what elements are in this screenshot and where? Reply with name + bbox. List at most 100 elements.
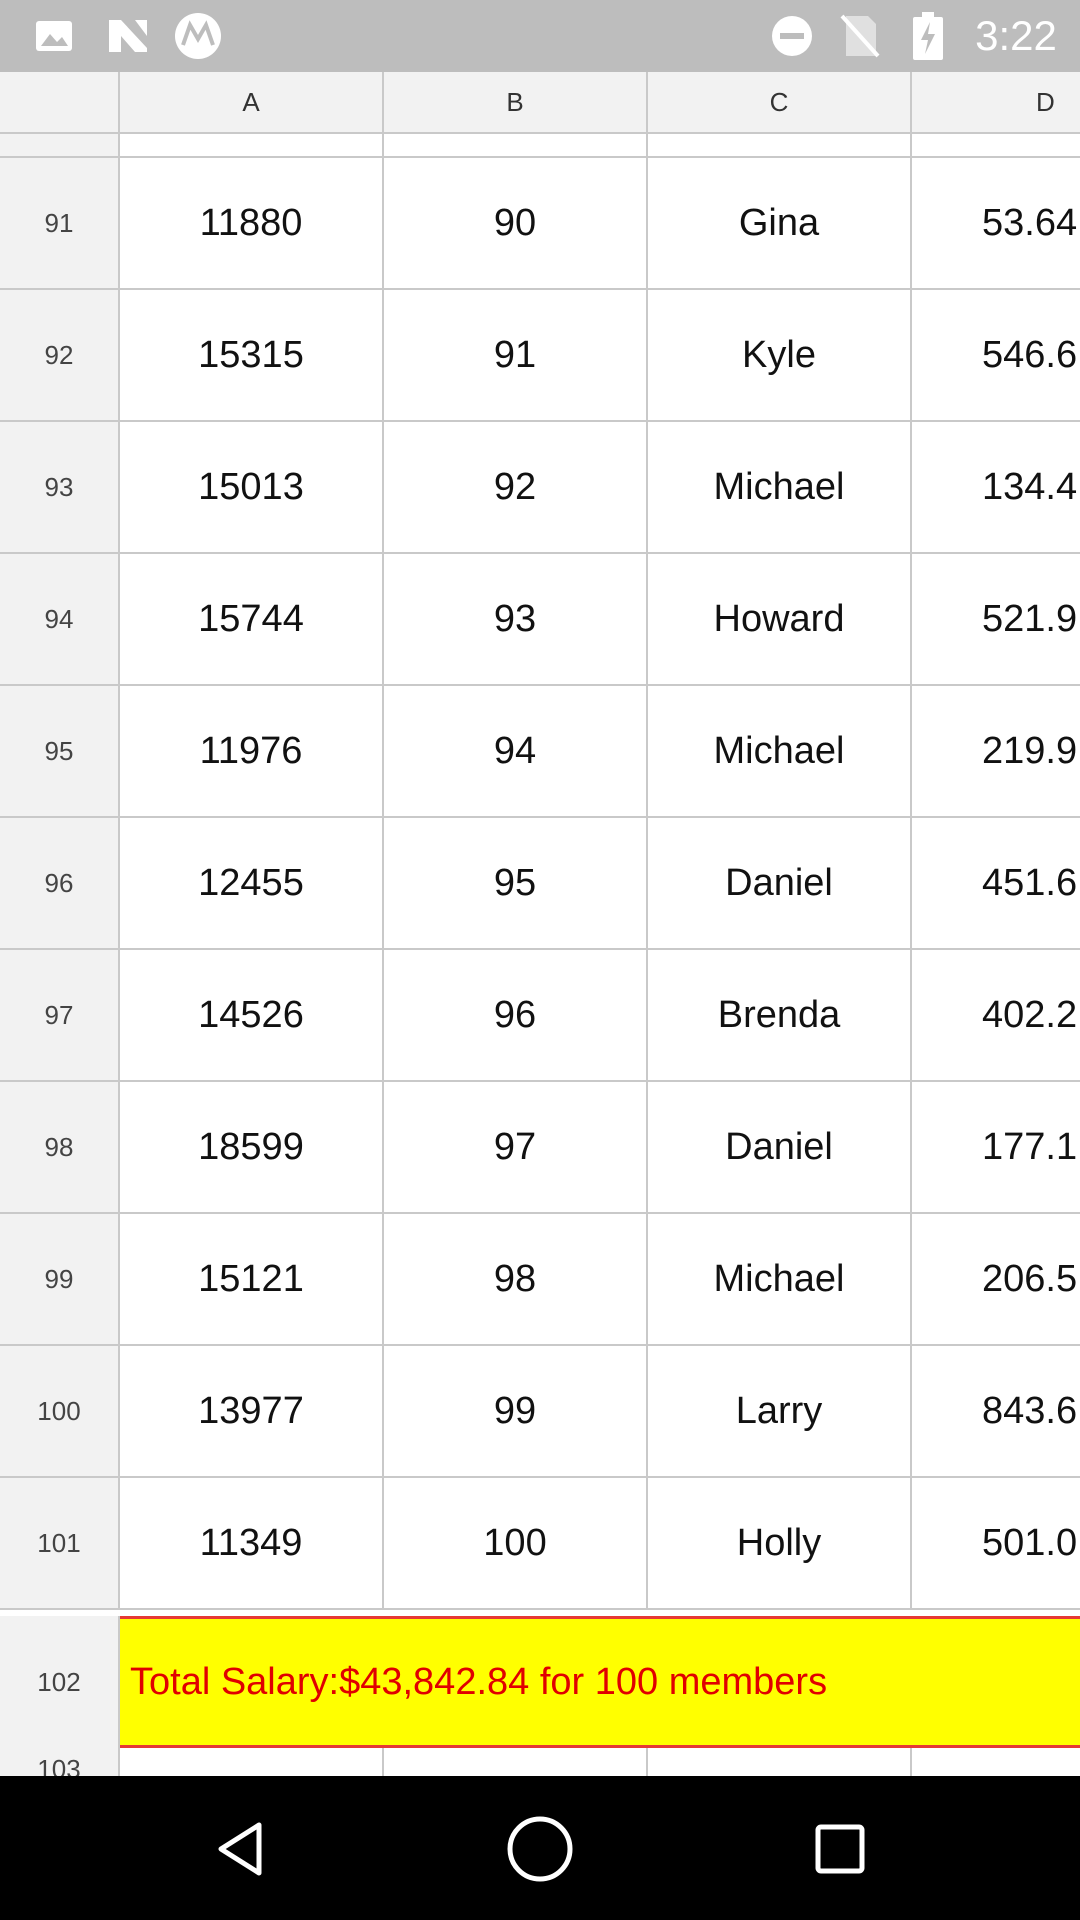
cell[interactable] <box>648 1748 912 1776</box>
recents-button[interactable] <box>795 1804 885 1894</box>
column-header-d[interactable]: D <box>912 72 1080 132</box>
row-header[interactable]: 92 <box>0 290 120 420</box>
cell-b[interactable]: 97 <box>384 1082 648 1212</box>
table-row[interactable]: 98 18599 97 Daniel 177.1 <box>0 1082 1080 1214</box>
cell-c[interactable]: Brenda <box>648 950 912 1080</box>
cell-c[interactable]: Gina <box>648 158 912 288</box>
navigation-bar <box>0 1776 1080 1920</box>
cell-b[interactable]: 94 <box>384 686 648 816</box>
battery-charging-icon <box>910 0 946 72</box>
cell-d[interactable]: 219.9 <box>912 686 1080 816</box>
cell-b[interactable]: 90 <box>384 158 648 288</box>
cell[interactable] <box>120 1748 384 1776</box>
row-header[interactable]: 99 <box>0 1214 120 1344</box>
image-icon <box>30 0 78 72</box>
cell-d[interactable]: 843.6 <box>912 1346 1080 1476</box>
table-row[interactable]: 101 11349 100 Holly 501.0 <box>0 1478 1080 1610</box>
row-header[interactable]: 100 <box>0 1346 120 1476</box>
cell-a[interactable]: 14526 <box>120 950 384 1080</box>
row-header[interactable]: 93 <box>0 422 120 552</box>
cell-b[interactable]: 92 <box>384 422 648 552</box>
home-button[interactable] <box>495 1804 585 1894</box>
row-header[interactable]: 97 <box>0 950 120 1080</box>
corner-cell[interactable] <box>0 72 120 132</box>
clock: 3:22 <box>966 0 1066 72</box>
cell-c[interactable]: Holly <box>648 1478 912 1608</box>
cell-a[interactable]: 15121 <box>120 1214 384 1344</box>
cell-a[interactable]: 11880 <box>120 158 384 288</box>
table-row-partial-bottom: 103 <box>0 1748 1080 1776</box>
recents-icon <box>815 1824 865 1874</box>
total-row[interactable]: 102 Total Salary:$43,842.84 for 100 memb… <box>0 1616 1080 1748</box>
home-icon <box>507 1816 573 1882</box>
column-header-b[interactable]: B <box>384 72 648 132</box>
cell-c[interactable]: Howard <box>648 554 912 684</box>
cell-d[interactable]: 53.64 <box>912 158 1080 288</box>
row-header[interactable] <box>0 134 120 156</box>
column-header-a[interactable]: A <box>120 72 384 132</box>
spreadsheet-grid[interactable]: 91 11880 90 Gina 53.64 92 15315 91 Kyle 546.6 93 15… <box>0 134 1080 1776</box>
table-row[interactable]: 92 15315 91 Kyle 546.6 <box>0 290 1080 422</box>
cell-a[interactable]: 11976 <box>120 686 384 816</box>
cell-a[interactable]: 15315 <box>120 290 384 420</box>
column-header: A B C D <box>0 72 1080 134</box>
no-sim-icon <box>836 0 884 72</box>
back-button[interactable] <box>196 1804 286 1894</box>
cell-d[interactable]: 206.5 <box>912 1214 1080 1344</box>
row-header[interactable]: 102 <box>0 1616 120 1748</box>
cell-d[interactable]: 451.6 <box>912 818 1080 948</box>
back-icon <box>218 1822 262 1876</box>
cell-c[interactable]: Michael <box>648 422 912 552</box>
row-header[interactable]: 103 <box>0 1748 120 1776</box>
cell-c[interactable]: Michael <box>648 686 912 816</box>
cell-a[interactable]: 18599 <box>120 1082 384 1212</box>
cell-c[interactable]: Daniel <box>648 1082 912 1212</box>
n-icon <box>104 0 152 72</box>
cell-d[interactable]: 501.0 <box>912 1478 1080 1608</box>
cell-d[interactable]: 521.9 <box>912 554 1080 684</box>
table-row[interactable]: 97 14526 96 Brenda 402.2 <box>0 950 1080 1082</box>
column-header-c[interactable]: C <box>648 72 912 132</box>
cell-d[interactable]: 546.6 <box>912 290 1080 420</box>
row-header[interactable]: 91 <box>0 158 120 288</box>
table-row[interactable]: 100 13977 99 Larry 843.6 <box>0 1346 1080 1478</box>
cell-d[interactable]: 177.1 <box>912 1082 1080 1212</box>
cell-b[interactable]: 93 <box>384 554 648 684</box>
table-row[interactable]: 96 12455 95 Daniel 451.6 <box>0 818 1080 950</box>
row-header[interactable]: 95 <box>0 686 120 816</box>
cell-a[interactable]: 13977 <box>120 1346 384 1476</box>
cell[interactable] <box>384 134 648 156</box>
cell-c[interactable]: Larry <box>648 1346 912 1476</box>
row-header[interactable]: 94 <box>0 554 120 684</box>
table-row[interactable]: 94 15744 93 Howard 521.9 <box>0 554 1080 686</box>
row-header[interactable]: 101 <box>0 1478 120 1608</box>
table-row[interactable]: 93 15013 92 Michael 134.4 <box>0 422 1080 554</box>
cell-c[interactable]: Daniel <box>648 818 912 948</box>
cell-b[interactable]: 95 <box>384 818 648 948</box>
cell[interactable] <box>912 1748 1080 1776</box>
cell-d[interactable]: 134.4 <box>912 422 1080 552</box>
status-bar: 3:22 <box>0 0 1080 72</box>
cell-b[interactable]: 99 <box>384 1346 648 1476</box>
total-salary-cell[interactable]: Total Salary:$43,842.84 for 100 members <box>120 1616 1080 1748</box>
cell[interactable] <box>120 134 384 156</box>
cell[interactable] <box>648 134 912 156</box>
cell-c[interactable]: Kyle <box>648 290 912 420</box>
table-row[interactable]: 95 11976 94 Michael 219.9 <box>0 686 1080 818</box>
cell-c[interactable]: Michael <box>648 1214 912 1344</box>
cell-a[interactable]: 15744 <box>120 554 384 684</box>
cell-b[interactable]: 96 <box>384 950 648 1080</box>
cell-a[interactable]: 15013 <box>120 422 384 552</box>
cell-b[interactable]: 91 <box>384 290 648 420</box>
row-header[interactable]: 96 <box>0 818 120 948</box>
cell-a[interactable]: 11349 <box>120 1478 384 1608</box>
table-row[interactable]: 99 15121 98 Michael 206.5 <box>0 1214 1080 1346</box>
cell[interactable] <box>384 1748 648 1776</box>
cell-a[interactable]: 12455 <box>120 818 384 948</box>
cell-b[interactable]: 100 <box>384 1478 648 1608</box>
cell-b[interactable]: 98 <box>384 1214 648 1344</box>
table-row[interactable]: 91 11880 90 Gina 53.64 <box>0 158 1080 290</box>
cell[interactable] <box>912 134 1080 156</box>
cell-d[interactable]: 402.2 <box>912 950 1080 1080</box>
row-header[interactable]: 98 <box>0 1082 120 1212</box>
